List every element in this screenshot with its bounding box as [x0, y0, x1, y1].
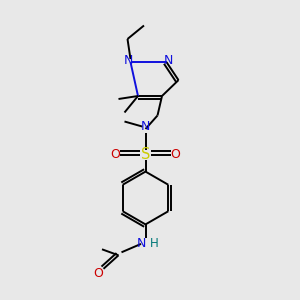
Text: N: N — [137, 237, 147, 250]
Text: O: O — [111, 148, 120, 161]
Text: O: O — [171, 148, 180, 161]
Text: S: S — [141, 147, 150, 162]
Text: N: N — [164, 54, 174, 67]
Text: N: N — [123, 54, 133, 67]
Text: N: N — [141, 120, 150, 133]
Text: O: O — [93, 267, 103, 280]
Text: H: H — [149, 237, 158, 250]
